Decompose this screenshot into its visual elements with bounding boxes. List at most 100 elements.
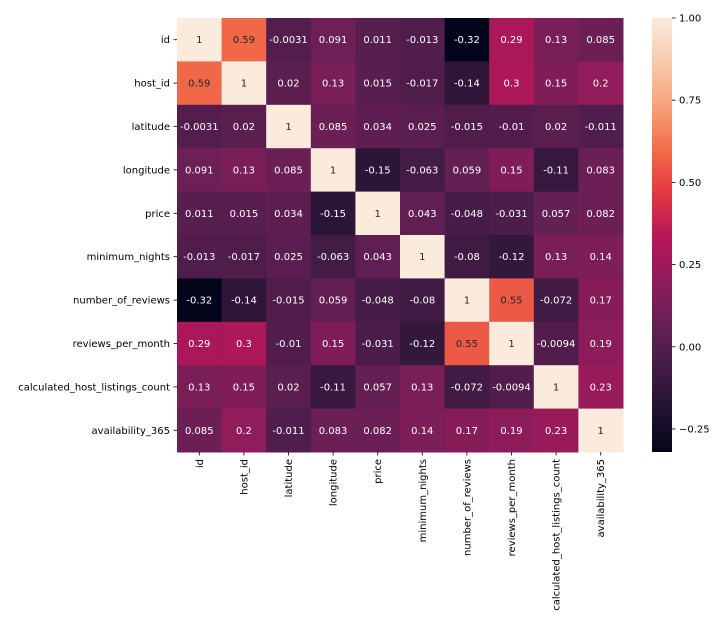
cell-annotation: 0.043 (363, 252, 392, 263)
heatmap-cell (266, 365, 312, 410)
cell-annotation: 0.13 (411, 382, 433, 393)
cell-annotation: 0.13 (322, 79, 344, 90)
heatmap-cell (400, 278, 446, 323)
cell-annotation: 0.15 (322, 339, 344, 350)
heatmap-cell (400, 365, 446, 410)
heatmap-cell (266, 408, 312, 453)
heatmap-cell (266, 235, 312, 279)
heatmap-cell (177, 278, 223, 323)
heatmap-cell (355, 365, 401, 410)
heatmap-cell (533, 235, 579, 279)
heatmap-cell (444, 408, 490, 453)
cell-annotation: 0.059 (453, 165, 482, 176)
heatmap-cell (266, 278, 312, 323)
cell-annotation: 0.29 (188, 339, 210, 350)
cell-annotation: -0.072 (540, 296, 572, 307)
cell-annotation: 0.091 (185, 165, 214, 176)
cell-annotation: -0.32 (186, 296, 212, 307)
heatmap-cell (489, 18, 535, 62)
heatmap-cell (444, 191, 490, 236)
cell-annotation: 0.082 (363, 426, 392, 437)
cell-annotation: 1 (196, 35, 202, 46)
row-label: id (161, 35, 170, 46)
heatmap-cell (578, 235, 624, 279)
cell-annotation: -0.14 (231, 296, 257, 307)
row-label: price (145, 209, 170, 220)
cell-annotation: -0.12 (499, 252, 525, 263)
heatmap-cell (177, 61, 223, 106)
column-label: latitude (284, 459, 295, 497)
cell-annotation: 1 (419, 252, 425, 263)
cell-annotation: -0.0031 (269, 35, 308, 46)
cell-annotation: 0.085 (319, 122, 348, 133)
cell-annotation: 1 (508, 339, 514, 350)
cell-annotation: 0.085 (185, 426, 214, 437)
heatmap-cell (533, 365, 579, 410)
cell-annotation: 0.59 (233, 35, 255, 46)
cell-annotation: 0.02 (233, 122, 255, 133)
heatmap-cells: 1 0.59 -0.0031 0.091 0.011 -0.013 -0.32 0.29 0.1… (177, 18, 624, 453)
column-label: number_of_reviews (462, 459, 473, 556)
cell-annotation: -0.031 (362, 339, 394, 350)
colorbar-tick-label: −0.25 (679, 424, 710, 435)
cell-annotation: -0.013 (406, 35, 438, 46)
heatmap-cell (221, 278, 267, 323)
heatmap-cell (266, 61, 312, 106)
heatmap-cell (221, 365, 267, 410)
colorbar-tick-label: 0.25 (679, 260, 701, 271)
column-label: calculated_host_listings_count (552, 459, 563, 611)
heatmap-cell (177, 321, 223, 366)
heatmap-cell (400, 148, 446, 193)
heatmap-cell (444, 365, 490, 410)
column-label: host_id (239, 459, 250, 495)
cell-annotation: 0.057 (363, 382, 392, 393)
heatmap-cell (310, 61, 356, 106)
cell-annotation: 0.091 (319, 35, 348, 46)
cell-annotation: 1 (241, 79, 247, 90)
heatmap-cell (310, 104, 356, 149)
heatmap-cell (310, 278, 356, 323)
cell-annotation: 0.083 (586, 165, 615, 176)
heatmap-cell (489, 408, 535, 453)
cell-annotation: 0.2 (236, 426, 252, 437)
cell-annotation: -0.11 (320, 382, 346, 393)
row-label: number_of_reviews (73, 296, 170, 307)
heatmap-cell (578, 104, 624, 149)
column-label: id (195, 459, 206, 468)
heatmap-cell (400, 61, 446, 106)
heatmap-cell (444, 278, 490, 323)
cell-annotation: 0.043 (408, 209, 437, 220)
heatmap-cell (177, 365, 223, 410)
cell-annotation: 1 (285, 122, 291, 133)
cell-annotation: 0.011 (185, 209, 214, 220)
cell-annotation: -0.048 (362, 296, 394, 307)
heatmap-cell (266, 191, 312, 236)
cell-annotation: 0.23 (545, 426, 567, 437)
heatmap-cell (533, 408, 579, 453)
column-label: longitude (329, 459, 340, 506)
cell-annotation: 0.015 (230, 209, 259, 220)
column-label: reviews_per_month (507, 459, 518, 556)
cell-annotation: 1 (598, 426, 604, 437)
column-label: availability_365 (596, 459, 607, 537)
colorbar-ticks: 1.00 0.75 0.50 0.25 0.00 −0.25 (672, 14, 710, 435)
cell-annotation: -0.011 (272, 426, 304, 437)
heatmap-cell (177, 18, 223, 62)
cell-annotation: 0.057 (542, 209, 571, 220)
cell-annotation: 0.13 (545, 35, 567, 46)
heatmap-cell (221, 104, 267, 149)
cell-annotation: 1 (375, 209, 381, 220)
colorbar-tick-label: 0.00 (679, 342, 701, 353)
heatmap-cell (489, 278, 535, 323)
heatmap-cell (533, 18, 579, 62)
heatmap-cell (310, 408, 356, 453)
cell-annotation: 0.02 (545, 122, 567, 133)
cell-annotation: 0.02 (277, 382, 299, 393)
row-label: longitude (123, 165, 170, 176)
heatmap-cell (221, 408, 267, 453)
heatmap-cell (444, 18, 490, 62)
row-label: calculated_host_listings_count (18, 382, 170, 393)
cell-annotation: 0.13 (188, 382, 210, 393)
heatmap-cell (310, 18, 356, 62)
heatmap-cell (533, 278, 579, 323)
